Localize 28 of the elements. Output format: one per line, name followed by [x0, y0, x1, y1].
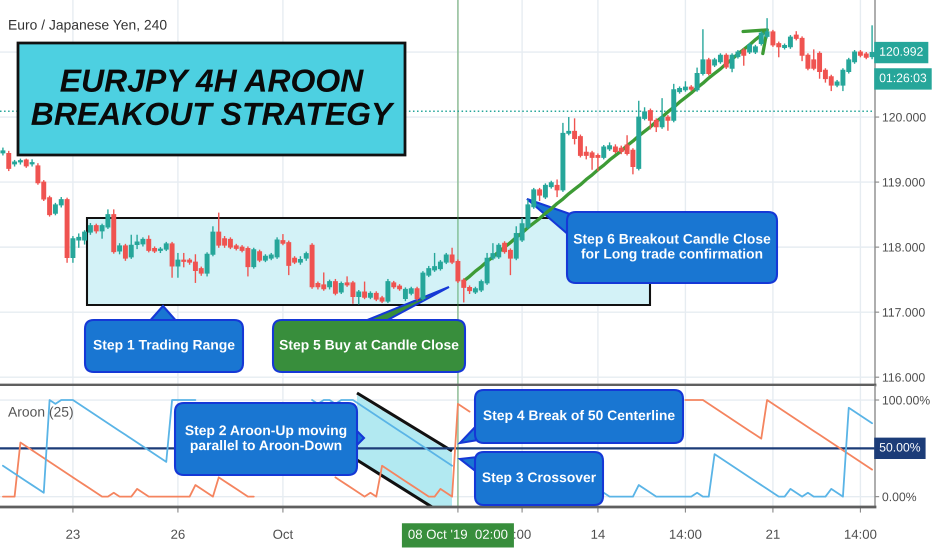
x-tick-label: 08 Oct '19 02:00 — [408, 530, 508, 539]
x-tick-label: 23 — [66, 530, 80, 539]
x-tick-label: 26 — [171, 530, 185, 539]
x-tick-label: 14:00 — [670, 530, 702, 539]
y-tick-label: 118.000 — [882, 243, 925, 252]
y-tick-label: 0.00% — [882, 492, 916, 502]
y-tick-label: 116.000 — [882, 373, 925, 382]
annotation: Step 2 Aroon-Up moving parallel to Aroon-Down — [185, 425, 346, 453]
annotation: Step 5 Buy at Candle Close — [279, 340, 458, 352]
annotation: Step 3 Crossover — [482, 472, 596, 485]
annotation: Step 4 Break of 50 Centerline — [483, 410, 675, 423]
text: Aroon (25) — [8, 406, 73, 420]
annotation: Step 6 Breakout Candle Close for Long trade confirmation — [574, 234, 770, 262]
ref-line-label: 50.00% — [880, 442, 920, 452]
x-tick-label: :00 — [514, 530, 531, 539]
x-tick-label: 14 — [592, 530, 605, 539]
text: Euro / Japanese Yen, 240 — [9, 20, 167, 32]
y-tick-label: 100.00% — [882, 396, 930, 405]
text: 01:26:03 — [880, 74, 926, 82]
y-tick-label: 119.000 — [882, 178, 925, 187]
x-tick-label: Oct — [273, 530, 294, 539]
x-tick-label: 21 — [766, 530, 780, 539]
y-tick-label: 120.000 — [882, 112, 926, 122]
text: 120.992 — [880, 47, 923, 56]
annotation: Step 1 Trading Range — [93, 339, 235, 353]
x-tick-label: 14:00 — [844, 530, 876, 539]
y-tick-label: 117.000 — [882, 308, 925, 317]
text: EURJPY 4H AROON BREAKOUT STRATEGY — [31, 69, 395, 126]
